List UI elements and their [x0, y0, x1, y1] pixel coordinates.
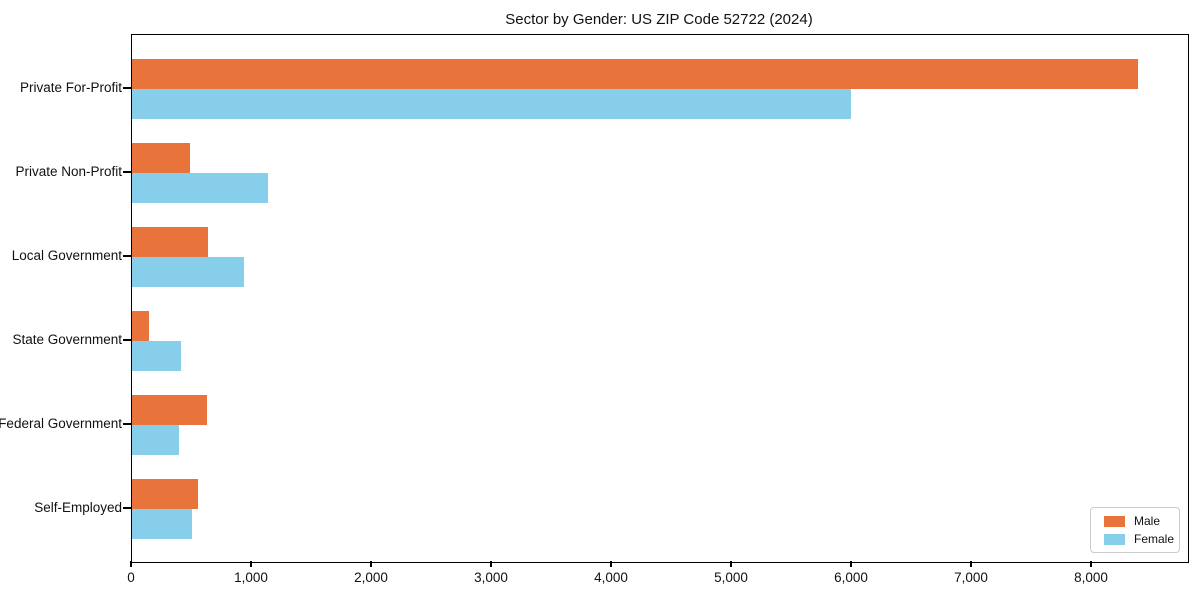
x-axis-tick-label: 8,000 [1074, 570, 1108, 585]
chart-title: Sector by Gender: US ZIP Code 52722 (202… [505, 11, 813, 28]
y-axis-tick [123, 423, 131, 425]
x-axis-tick [130, 561, 132, 567]
bar-male-private-for-profit [132, 59, 1138, 89]
x-axis-tick-label: 1,000 [234, 570, 268, 585]
bar-female-self-employed [132, 509, 192, 539]
x-axis-tick [1090, 561, 1092, 567]
legend-entry-male: Male [1104, 513, 1179, 528]
bar-male-state-government [132, 311, 149, 341]
x-axis-tick [490, 561, 492, 567]
legend-swatch-male [1104, 515, 1125, 527]
x-axis-tick [610, 561, 612, 567]
y-axis-label-federal-government: Federal Government [0, 416, 122, 431]
bar-female-private-non-profit [132, 173, 269, 203]
bar-male-self-employed [132, 479, 198, 509]
y-axis-label-private-for-profit: Private For-Profit [19, 80, 122, 95]
bar-female-state-government [132, 341, 182, 371]
legend: Male Female [1090, 507, 1180, 553]
legend-swatch-female [1104, 533, 1125, 545]
x-axis-tick-label: 6,000 [834, 570, 868, 585]
x-axis-tick-label: 5,000 [714, 570, 748, 585]
y-axis-tick [123, 87, 131, 89]
y-axis-tick [123, 171, 131, 173]
y-axis-tick [123, 339, 131, 341]
bar-female-federal-government [132, 425, 179, 455]
y-axis-tick [123, 255, 131, 257]
x-axis-tick-label: 3,000 [474, 570, 508, 585]
x-axis-tick [250, 561, 252, 567]
x-axis-tick-label: 4,000 [594, 570, 628, 585]
y-axis-label-state-government: State Government [12, 332, 122, 347]
y-axis-tick [123, 507, 131, 509]
x-axis-tick [370, 561, 372, 567]
bar-male-local-government [132, 227, 209, 257]
legend-entry-female: Female [1104, 531, 1179, 546]
plot-area [131, 34, 1189, 563]
bar-female-local-government [132, 257, 245, 287]
y-axis-label-local-government: Local Government [11, 248, 122, 263]
bar-male-private-non-profit [132, 143, 191, 173]
x-axis-tick-label: 0 [127, 570, 135, 585]
bar-female-private-for-profit [132, 89, 851, 119]
bar-male-federal-government [132, 395, 207, 425]
x-axis-tick-label: 7,000 [954, 570, 988, 585]
y-axis-label-private-non-profit: Private Non-Profit [15, 164, 122, 179]
x-axis-tick [970, 561, 972, 567]
legend-label-female: Female [1134, 531, 1175, 546]
x-axis-tick [730, 561, 732, 567]
x-axis-tick [850, 561, 852, 567]
x-axis-tick-label: 2,000 [354, 570, 388, 585]
legend-label-male: Male [1134, 513, 1161, 528]
y-axis-label-self-employed: Self-Employed [34, 500, 122, 515]
